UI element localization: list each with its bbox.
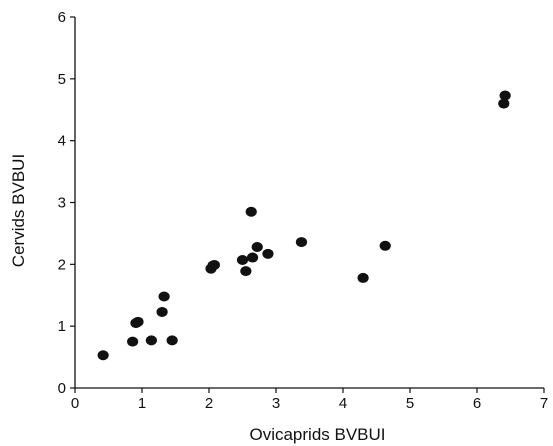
data-point xyxy=(379,240,391,251)
data-point xyxy=(262,248,274,259)
ticks: 0 1 2 3 4 5 6 7 0 1 2 3 4 5 6 xyxy=(58,9,549,412)
data-point xyxy=(132,316,144,327)
data-point xyxy=(499,90,511,101)
y-tick-label: 4 xyxy=(58,133,66,150)
y-tick-label: 2 xyxy=(58,256,66,273)
x-tick-label: 4 xyxy=(339,395,347,412)
x-tick-label: 6 xyxy=(473,395,481,412)
data-point xyxy=(245,206,257,217)
data-point xyxy=(156,306,168,317)
x-tick-label: 3 xyxy=(272,395,280,412)
data-point xyxy=(498,98,510,109)
y-tick-label: 5 xyxy=(58,71,66,88)
y-tick-label: 0 xyxy=(58,380,66,397)
data-point xyxy=(127,336,139,347)
x-tick-label: 1 xyxy=(138,395,146,412)
x-tick-label: 5 xyxy=(406,395,414,412)
data-point xyxy=(166,335,178,346)
y-tick-label: 3 xyxy=(58,195,66,212)
x-tick-label: 2 xyxy=(205,395,213,412)
x-tick-label: 0 xyxy=(71,395,79,412)
data-points xyxy=(97,90,511,361)
axes xyxy=(74,17,544,389)
data-point xyxy=(97,350,109,361)
data-point xyxy=(240,266,252,277)
y-tick-label: 1 xyxy=(58,318,66,335)
data-point xyxy=(251,242,263,253)
x-tick-label: 7 xyxy=(540,395,548,412)
x-axis-title: Ovicaprids BVBUI xyxy=(249,425,385,444)
y-axis-title: Cervids BVBUI xyxy=(9,154,28,267)
data-point xyxy=(357,272,369,283)
data-point xyxy=(208,259,220,270)
data-point xyxy=(246,252,259,263)
data-point xyxy=(295,237,308,248)
data-point xyxy=(236,255,249,266)
data-point xyxy=(158,291,170,302)
y-tick-label: 6 xyxy=(58,9,66,26)
data-point xyxy=(145,335,157,346)
